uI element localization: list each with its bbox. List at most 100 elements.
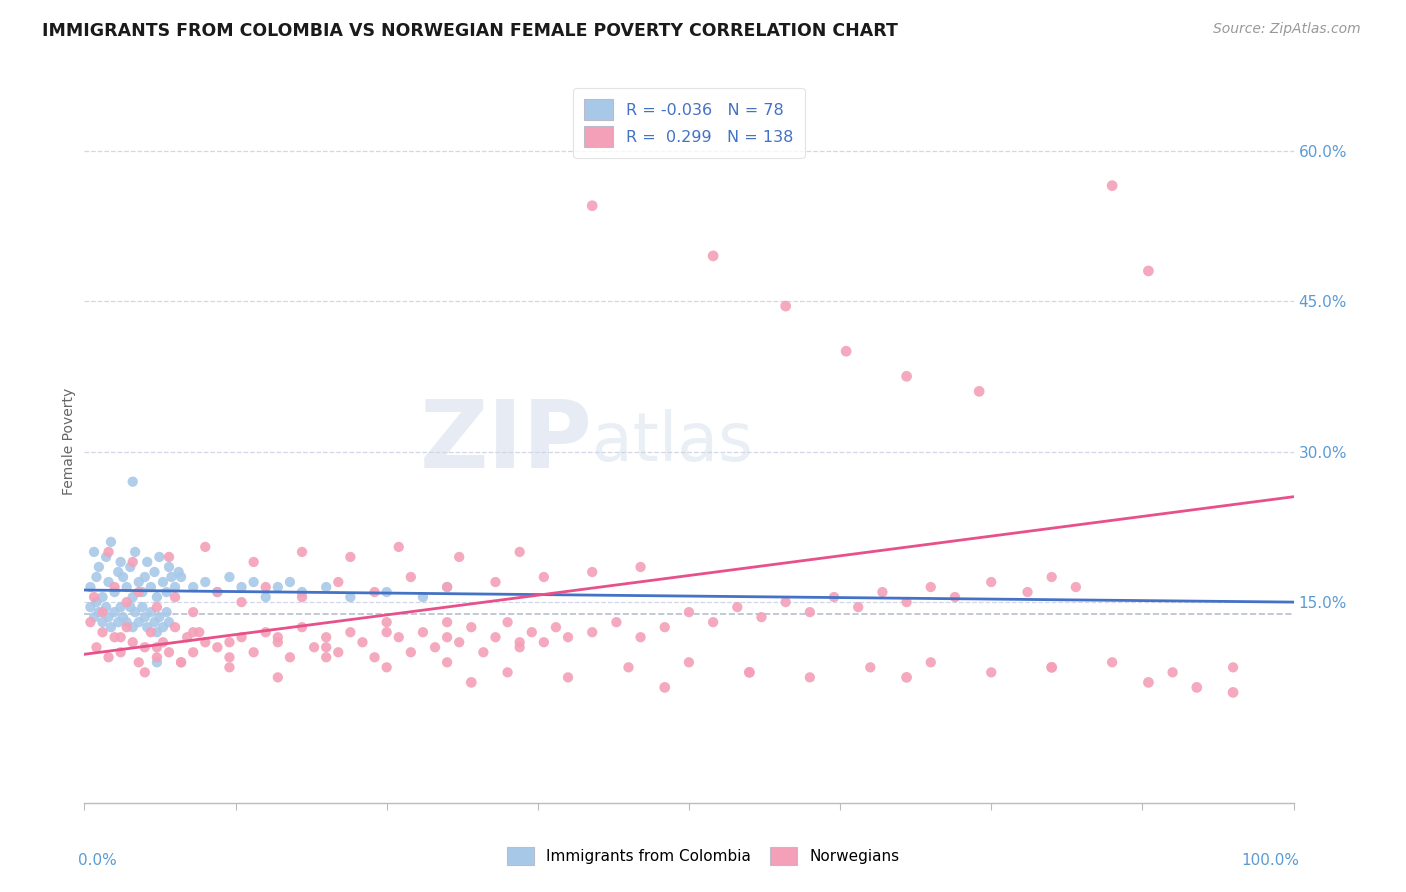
Point	[155, 585, 177, 599]
Point	[630, 560, 652, 574]
Point	[181, 625, 204, 640]
Point	[484, 575, 506, 590]
Point	[94, 600, 117, 615]
Point	[146, 655, 169, 669]
Point	[291, 545, 314, 559]
Point	[242, 555, 264, 569]
Point	[152, 575, 174, 590]
Point	[181, 605, 204, 619]
Point	[278, 650, 301, 665]
Point	[91, 590, 114, 604]
Point	[509, 545, 531, 559]
Text: 0.0%: 0.0%	[79, 854, 117, 869]
Point	[678, 605, 700, 619]
Point	[1137, 675, 1160, 690]
Point	[139, 605, 162, 619]
Legend: R = -0.036   N = 78, R =  0.299   N = 138: R = -0.036 N = 78, R = 0.299 N = 138	[574, 88, 804, 158]
Point	[124, 545, 146, 559]
Point	[1101, 178, 1123, 193]
Point	[104, 630, 127, 644]
Point	[86, 640, 108, 655]
Point	[194, 635, 217, 649]
Point	[146, 590, 169, 604]
Point	[980, 665, 1002, 680]
Point	[100, 620, 122, 634]
Text: 100.0%: 100.0%	[1241, 854, 1299, 869]
Point	[702, 249, 724, 263]
Point	[449, 635, 471, 649]
Point	[557, 630, 579, 644]
Point	[131, 585, 153, 599]
Point	[110, 600, 132, 615]
Point	[835, 344, 858, 359]
Point	[218, 650, 240, 665]
Point	[328, 645, 350, 659]
Text: atlas: atlas	[592, 409, 754, 475]
Point	[124, 605, 146, 619]
Point	[143, 565, 166, 579]
Point	[176, 630, 198, 644]
Point	[100, 535, 122, 549]
Point	[896, 670, 918, 684]
Point	[654, 620, 676, 634]
Point	[399, 645, 422, 659]
Point	[94, 549, 117, 564]
Point	[128, 585, 150, 599]
Point	[533, 635, 555, 649]
Point	[254, 625, 277, 640]
Point	[97, 610, 120, 624]
Point	[980, 575, 1002, 590]
Point	[436, 580, 458, 594]
Point	[136, 555, 159, 569]
Point	[134, 665, 156, 680]
Point	[1040, 660, 1063, 674]
Point	[291, 585, 314, 599]
Point	[157, 645, 180, 659]
Point	[170, 655, 193, 669]
Point	[725, 600, 748, 615]
Point	[315, 640, 337, 655]
Point	[115, 620, 138, 634]
Point	[83, 545, 105, 559]
Point	[339, 625, 361, 640]
Point	[1064, 580, 1087, 594]
Point	[231, 630, 253, 644]
Point	[165, 590, 187, 604]
Point	[207, 585, 229, 599]
Point	[136, 620, 159, 634]
Point	[509, 640, 531, 655]
Point	[254, 590, 277, 604]
Point	[799, 670, 821, 684]
Point	[112, 570, 135, 584]
Point	[375, 660, 398, 674]
Point	[121, 475, 143, 489]
Point	[120, 560, 142, 574]
Point	[1185, 681, 1208, 695]
Point	[157, 560, 180, 574]
Point	[97, 650, 120, 665]
Point	[160, 570, 183, 584]
Point	[823, 590, 845, 604]
Point	[143, 615, 166, 630]
Point	[112, 610, 135, 624]
Point	[436, 630, 458, 644]
Point	[79, 580, 101, 594]
Point	[194, 575, 217, 590]
Point	[630, 630, 652, 644]
Point	[115, 595, 138, 609]
Point	[375, 585, 398, 599]
Point	[1161, 665, 1184, 680]
Point	[1101, 655, 1123, 669]
Point	[87, 560, 110, 574]
Point	[1137, 264, 1160, 278]
Point	[146, 625, 169, 640]
Point	[291, 620, 314, 634]
Point	[315, 650, 337, 665]
Point	[181, 645, 204, 659]
Point	[896, 369, 918, 384]
Point	[139, 625, 162, 640]
Point	[484, 630, 506, 644]
Point	[920, 655, 942, 669]
Point	[315, 580, 337, 594]
Point	[121, 590, 143, 604]
